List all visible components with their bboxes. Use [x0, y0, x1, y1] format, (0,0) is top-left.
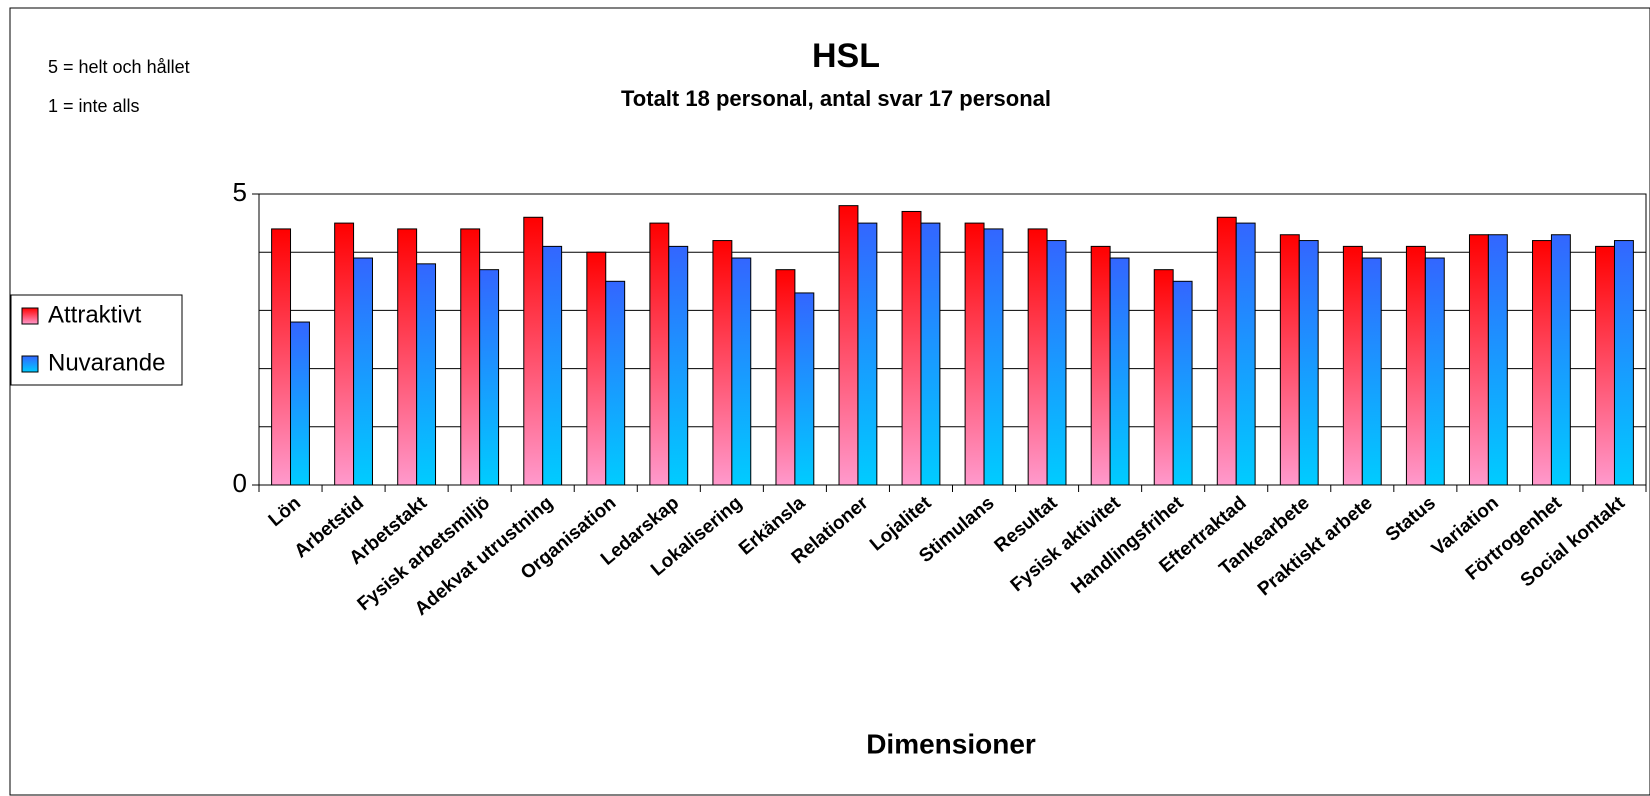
- bar: [668, 245, 689, 486]
- bar: [1046, 240, 1067, 486]
- bar: [542, 245, 563, 486]
- bar: [1613, 240, 1634, 486]
- bar: [1342, 245, 1363, 486]
- bar: [1487, 234, 1508, 486]
- bar: [271, 228, 292, 486]
- bar: [460, 228, 481, 486]
- bar: [353, 257, 373, 486]
- bar: [397, 228, 418, 486]
- bar: [901, 210, 922, 486]
- bar: [1405, 245, 1426, 486]
- legend-label: Nuvarande: [48, 349, 165, 376]
- bar: [1361, 257, 1382, 486]
- bar: [1279, 234, 1300, 486]
- bar: [794, 292, 815, 486]
- bar: [838, 205, 859, 486]
- bar: [712, 240, 733, 486]
- bar: [523, 216, 544, 486]
- bar: [1298, 240, 1319, 486]
- bar: [416, 263, 437, 486]
- chart-subtitle: Totalt 18 personal, antal svar 17 person…: [621, 86, 1051, 111]
- bar: [1172, 280, 1193, 486]
- bar: [605, 280, 626, 486]
- legend-label: Attraktivt: [48, 301, 142, 328]
- x-axis-label: Dimensioner: [866, 728, 1036, 759]
- legend-swatch: [21, 307, 39, 325]
- bar: [920, 222, 941, 486]
- bar: [1090, 245, 1111, 486]
- bar: [1550, 234, 1571, 486]
- y-tick-label: 5: [233, 177, 247, 207]
- bar: [1595, 245, 1615, 486]
- annotation: 1 = inte alls: [48, 96, 140, 116]
- bar: [649, 222, 670, 486]
- bar: [479, 269, 500, 486]
- bar: [775, 269, 796, 486]
- bar: [1153, 269, 1174, 486]
- chart-title: HSL: [812, 37, 880, 75]
- bar: [1235, 222, 1256, 486]
- bar: [983, 228, 1004, 486]
- bar: [964, 222, 985, 486]
- bar: [1109, 257, 1130, 486]
- bar: [1532, 240, 1552, 486]
- bar: [290, 321, 310, 486]
- annotation: 5 = helt och hållet: [48, 57, 190, 77]
- bar: [1424, 257, 1445, 486]
- bar: [857, 222, 878, 486]
- bar: [1027, 228, 1048, 486]
- y-tick-label: 0: [233, 468, 247, 498]
- legend: [10, 294, 183, 386]
- bar: [731, 257, 752, 486]
- bar: [586, 251, 607, 486]
- legend-swatch: [21, 355, 39, 373]
- bar: [1468, 234, 1489, 486]
- bar: [334, 222, 355, 486]
- bar: [1216, 216, 1237, 486]
